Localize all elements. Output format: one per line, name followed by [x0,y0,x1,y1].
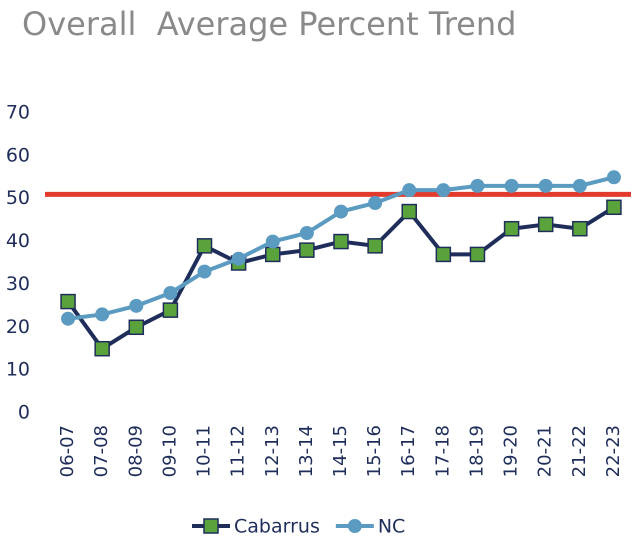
data-point [163,286,178,300]
data-point [606,170,621,185]
data-point [401,203,417,220]
data-point [504,178,519,193]
data-point [265,234,280,249]
x-tick-label: 17-18 [432,425,453,477]
x-tick-label: 10-11 [194,425,215,477]
x-tick-label: 08-09 [125,425,146,477]
data-point [128,319,145,336]
data-point [334,204,348,219]
y-tick-label: 0 [18,402,30,424]
data-point [60,293,76,310]
x-tick-label: 06-07 [57,425,78,477]
data-point [402,183,417,198]
data-point [196,238,213,254]
y-tick-label: 70 [6,102,30,124]
legend-label: Cabarrus [234,516,320,538]
x-tick-label: 12-13 [262,425,283,477]
data-point [367,238,383,254]
data-point [368,196,383,210]
data-point [572,220,588,237]
data-point [538,178,553,193]
data-point [299,226,314,240]
data-point [162,302,179,318]
x-tick-label: 07-08 [91,425,112,477]
data-point [129,298,144,313]
y-tick-label: 50 [6,187,30,209]
data-point [231,251,246,266]
y-tick-label: 60 [6,144,30,166]
x-tick-label: 18-19 [466,425,487,477]
x-tick-label: 14-15 [330,425,351,477]
data-point [470,178,485,193]
y-tick-label: 10 [6,359,30,381]
data-point [333,233,349,250]
x-tick-label: 20-21 [535,425,556,477]
legend-marker [203,518,219,534]
y-tick-label: 30 [6,273,30,295]
data-point [265,246,281,263]
data-point [95,307,110,322]
data-point [572,178,587,193]
data-point [606,199,622,216]
y-tick-label: 20 [6,316,30,338]
x-tick-label: 19-20 [501,425,522,477]
data-point [94,340,110,357]
legend-label: NC [378,516,405,538]
x-tick-label: 13-14 [296,425,317,477]
data-point [436,183,451,198]
data-point [503,220,520,237]
chart-title: Overall Average Percent Trend [22,5,516,43]
x-tick-label: 15-16 [364,425,385,477]
data-point [299,242,315,258]
data-point [469,246,486,263]
x-tick-label: 21-22 [569,425,590,477]
series-line [66,205,616,351]
x-tick-label: 09-10 [159,425,180,477]
data-point [537,216,554,233]
x-tick-label: 16-17 [398,425,419,477]
data-point [61,311,76,326]
data-point [197,264,212,279]
data-point [435,246,452,263]
x-tick-label: 22-23 [603,425,624,477]
y-tick-label: 40 [6,230,30,252]
x-tick-label: 11-12 [228,425,249,477]
legend-marker [347,519,362,533]
